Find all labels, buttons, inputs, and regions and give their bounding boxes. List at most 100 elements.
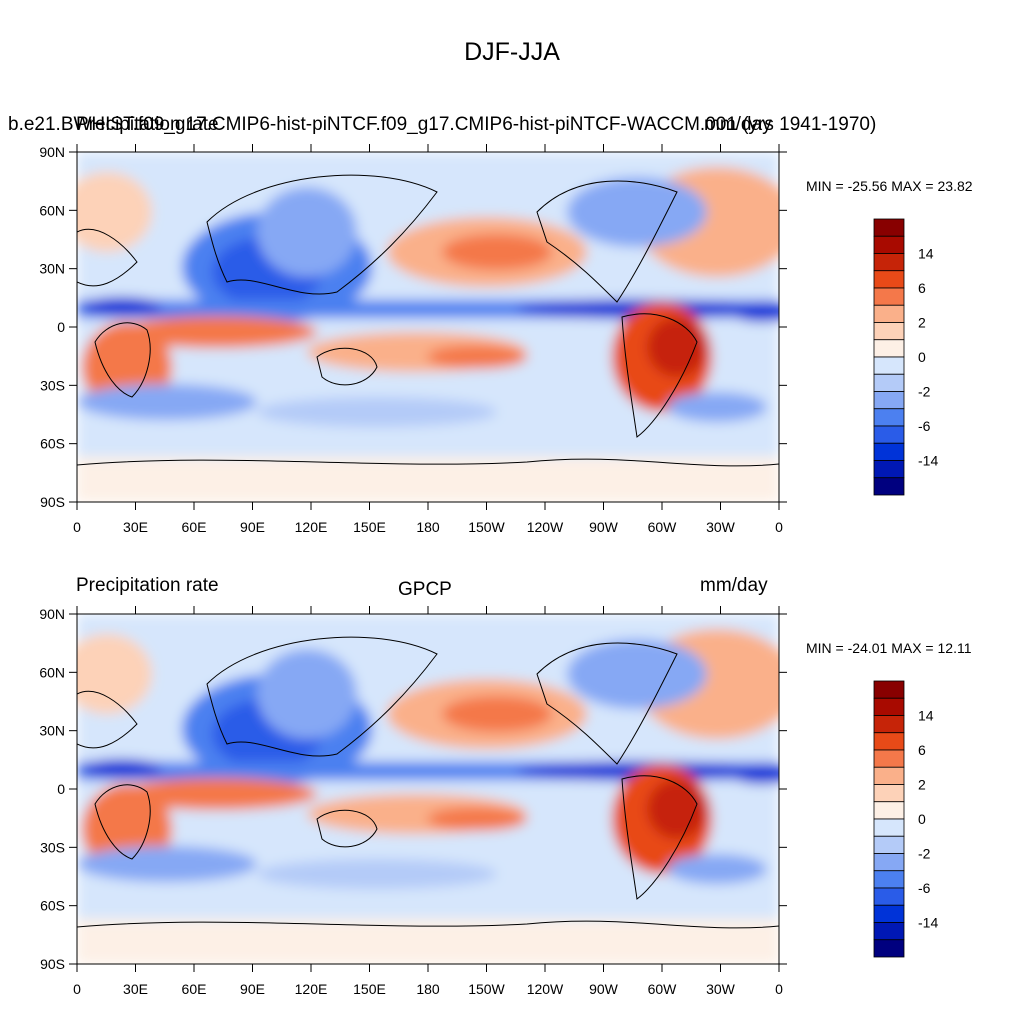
lon-label: 150W xyxy=(468,981,505,997)
lat-label: 30N xyxy=(39,261,65,277)
lon-label: 60W xyxy=(648,519,678,535)
lat-label: 90N xyxy=(39,606,65,622)
colorbar-label: -14 xyxy=(918,453,938,469)
lat-label: 90S xyxy=(40,494,65,510)
lon-label: 30E xyxy=(123,519,148,535)
lon-label: 180 xyxy=(416,981,440,997)
lat-label: 0 xyxy=(57,781,65,797)
colorbar-swatch xyxy=(873,766,905,785)
lon-label: 0 xyxy=(775,981,783,997)
colorbar-label: 14 xyxy=(918,246,934,262)
colorbar-swatch xyxy=(873,887,905,906)
colorbar-swatch xyxy=(873,732,905,751)
lat-label: 60S xyxy=(40,436,65,452)
colorbar-swatch xyxy=(873,391,905,410)
lon-label: 120E xyxy=(295,981,328,997)
lat-label: 60S xyxy=(40,898,65,914)
colorbar-label: 0 xyxy=(918,349,926,365)
lon-label: 90E xyxy=(240,981,265,997)
lat-label: 30N xyxy=(39,723,65,739)
colorbar-swatch xyxy=(873,784,905,803)
colorbar-swatch xyxy=(873,939,905,958)
colorbar-label: 14 xyxy=(918,708,934,724)
colorbar-swatch xyxy=(873,801,905,820)
lat-label: 60N xyxy=(39,664,65,680)
panel1-min-max: MIN = -25.56 MAX = 23.82 xyxy=(806,178,973,194)
panel1-units: mm/day xyxy=(704,114,772,135)
colorbar-swatch xyxy=(873,408,905,427)
lon-label: 150E xyxy=(353,519,386,535)
lat-label: 0 xyxy=(57,319,65,335)
colorbar-swatch xyxy=(873,270,905,289)
colorbar-swatch xyxy=(873,715,905,734)
lon-label: 0 xyxy=(775,519,783,535)
panel1-map xyxy=(76,151,780,503)
lon-label: 60E xyxy=(182,981,207,997)
lon-label: 30W xyxy=(706,981,736,997)
colorbar-swatch xyxy=(873,749,905,768)
panel2-min-max: MIN = -24.01 MAX = 12.11 xyxy=(806,640,972,656)
colorbar-swatch xyxy=(873,287,905,306)
panel1-left-title: b.e21.BWHIST.f09_g17.CMIP6-hist-piNTCF.f… xyxy=(8,114,877,135)
colorbar-label: -2 xyxy=(918,846,931,862)
lon-label: 30E xyxy=(123,981,148,997)
lon-label: 90W xyxy=(589,519,619,535)
colorbar-label: 6 xyxy=(918,280,926,296)
axes-layer: 90N 60N 30N 0 30S 60S 90S 0 30E 60E 90E 120E 150E 180… xyxy=(39,144,787,997)
lat-label: 30S xyxy=(40,377,65,393)
colorbar-swatch xyxy=(873,680,905,699)
lon-label: 90E xyxy=(240,519,265,535)
colorbar-swatch xyxy=(873,442,905,461)
panel2-center-title: GPCP xyxy=(398,579,452,600)
colorbar-swatch xyxy=(873,373,905,392)
colorbar-swatch xyxy=(873,922,905,941)
colorbar-swatch xyxy=(873,870,905,889)
colorbar-swatch xyxy=(873,835,905,854)
lon-label: 150W xyxy=(468,519,505,535)
colorbar-label: 2 xyxy=(918,315,926,331)
colorbar-swatch xyxy=(873,339,905,358)
lon-label: 30W xyxy=(706,519,736,535)
colorbar-label: -14 xyxy=(918,915,938,931)
panel2-left-title: Precipitation rate xyxy=(76,575,219,596)
colorbar-label: 2 xyxy=(918,777,926,793)
colorbar-swatch xyxy=(873,356,905,375)
lon-label: 90W xyxy=(589,981,619,997)
lat-label: 60N xyxy=(39,202,65,218)
colorbar-swatch xyxy=(873,853,905,872)
colorbar-swatch xyxy=(873,460,905,479)
colorbar-layer: 14 6 2 0 -2 -6 -14 14 6 2 0 -2 -6 -14 xyxy=(873,218,938,958)
main-title: DJF-JJA xyxy=(464,38,560,66)
lon-label: 0 xyxy=(73,519,81,535)
panel1-left-title-overlay: Precipitation rate xyxy=(76,114,219,135)
colorbar-label: 6 xyxy=(918,742,926,758)
lat-label: 30S xyxy=(40,839,65,855)
colorbar-label: -2 xyxy=(918,384,931,400)
lon-label: 60E xyxy=(182,519,207,535)
lon-label: 180 xyxy=(416,519,440,535)
colorbar-label: 0 xyxy=(918,811,926,827)
colorbar-label: -6 xyxy=(918,880,931,896)
colorbar-swatch xyxy=(873,425,905,444)
colorbar-swatch xyxy=(873,235,905,254)
colorbar-label: -6 xyxy=(918,418,931,434)
colorbar-swatch xyxy=(873,697,905,716)
panel2-units: mm/day xyxy=(700,575,768,596)
panel2-map xyxy=(76,613,780,965)
lon-label: 120E xyxy=(295,519,328,535)
lon-label: 120W xyxy=(527,981,564,997)
lat-label: 90N xyxy=(39,144,65,160)
colorbar-swatch xyxy=(873,904,905,923)
lon-label: 60W xyxy=(648,981,678,997)
lon-label: 0 xyxy=(73,981,81,997)
colorbar-swatch xyxy=(873,477,905,496)
lon-label: 120W xyxy=(527,519,564,535)
colorbar-swatch xyxy=(873,218,905,237)
colorbar-swatch xyxy=(873,253,905,272)
lon-label: 150E xyxy=(353,981,386,997)
colorbar-swatch xyxy=(873,818,905,837)
colorbar-swatch xyxy=(873,322,905,341)
colorbar-swatch xyxy=(873,304,905,323)
lat-label: 90S xyxy=(40,956,65,972)
